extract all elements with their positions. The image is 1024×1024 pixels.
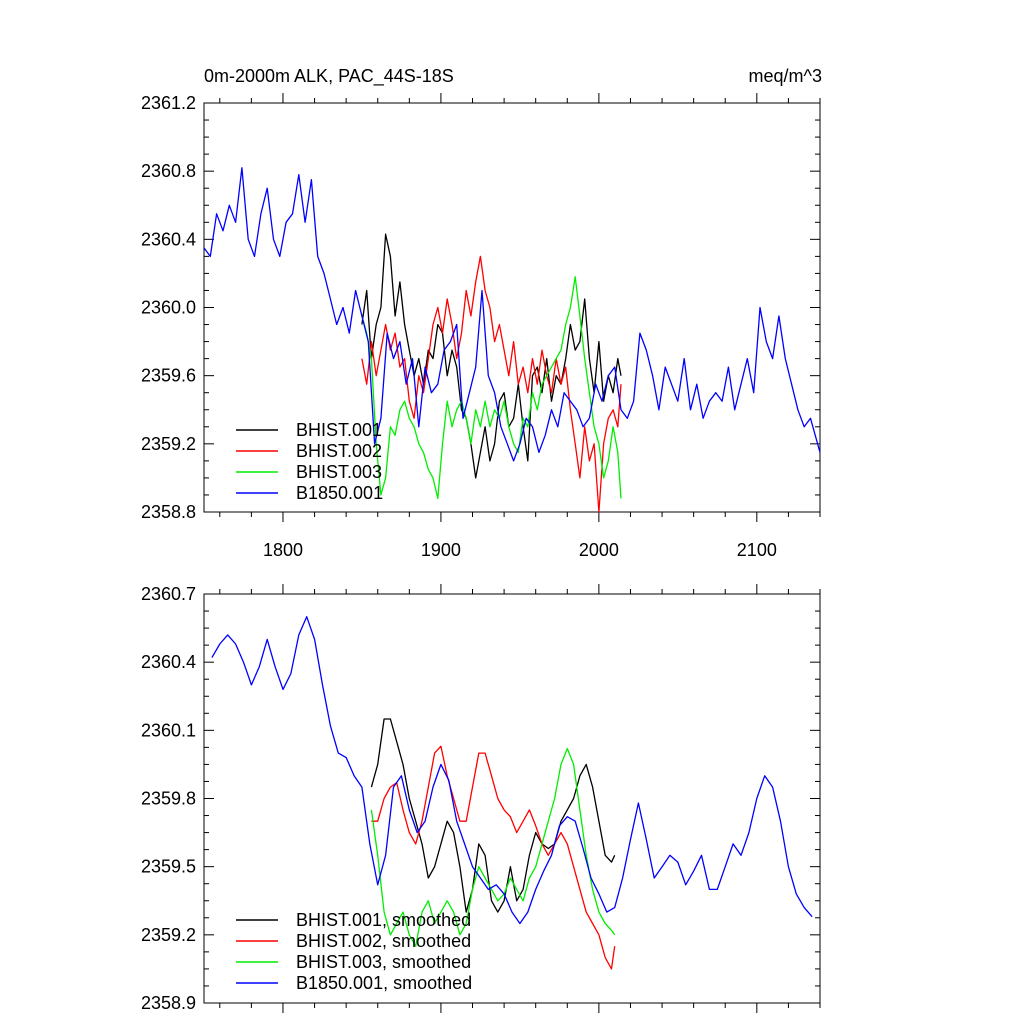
top-panel-title: 0m-2000m ALK, PAC_44S-18S: [204, 66, 454, 87]
legend-label: BHIST.002: [296, 441, 382, 461]
top-panel-axes: 2358.8 2359.2 2359.6 2360.0 2360.4 2360.8 2361…: [141, 93, 821, 560]
bottom-panel-series: [211, 616, 813, 970]
y-tick-label: 2360.8: [141, 161, 196, 181]
legend-label: BHIST.002, smoothed: [296, 931, 471, 951]
x-tick-label: 2100: [737, 540, 777, 560]
series-line-bhist-002: [361, 255, 622, 513]
x-tick-label: 1800: [263, 540, 303, 560]
y-tick-label: 2359.2: [141, 925, 196, 945]
y-tick-label: 2360.0: [141, 298, 196, 318]
legend-label: BHIST.003, smoothed: [296, 952, 471, 972]
series-line-bhist-003-smoothed: [370, 747, 616, 947]
y-tick-label: 2360.4: [141, 229, 196, 249]
y-tick-label: 2358.8: [141, 502, 196, 522]
top-panel-units: meq/m^3: [749, 66, 822, 86]
y-tick-label: 2359.8: [141, 789, 196, 809]
legend-label: BHIST.001, smoothed: [296, 910, 471, 930]
series-line-bhist-001: [361, 233, 622, 479]
legend-label: BHIST.003: [296, 462, 382, 482]
bottom-panel-axes: 2358.9 2359.2 2359.5 2359.8 2360.1 2360.4 2360…: [141, 584, 821, 1013]
x-tick-label: 1900: [421, 540, 461, 560]
y-tick-label: 2360.4: [141, 652, 196, 672]
y-tick-label: 2358.9: [141, 993, 196, 1013]
y-tick-label: 2361.2: [141, 93, 196, 113]
y-tick-label: 2360.1: [141, 720, 196, 740]
y-tick-label: 2359.6: [141, 366, 196, 386]
y-tick-label: 2359.5: [141, 857, 196, 877]
series-line-bhist-003: [361, 276, 622, 500]
legend-label: BHIST.001: [296, 420, 382, 440]
series-line-b1850-001: [203, 167, 821, 462]
series-line-b1850-001-smoothed: [211, 616, 813, 925]
legend-label: B1850.001, smoothed: [296, 973, 472, 993]
series-line-bhist-002-smoothed: [371, 745, 616, 970]
top-panel-series: [203, 167, 821, 513]
y-tick-label: 2359.2: [141, 434, 196, 454]
y-tick-label: 2360.7: [141, 584, 196, 604]
legend-label: B1850.001: [296, 483, 383, 503]
x-tick-label: 2000: [579, 540, 619, 560]
bottom-panel: 2358.9 2359.2 2359.5 2359.8 2360.1 2360.4 2360…: [141, 584, 821, 1013]
top-panel: 0m-2000m ALK, PAC_44S-18S meq/m^3 2358.8…: [141, 66, 822, 560]
